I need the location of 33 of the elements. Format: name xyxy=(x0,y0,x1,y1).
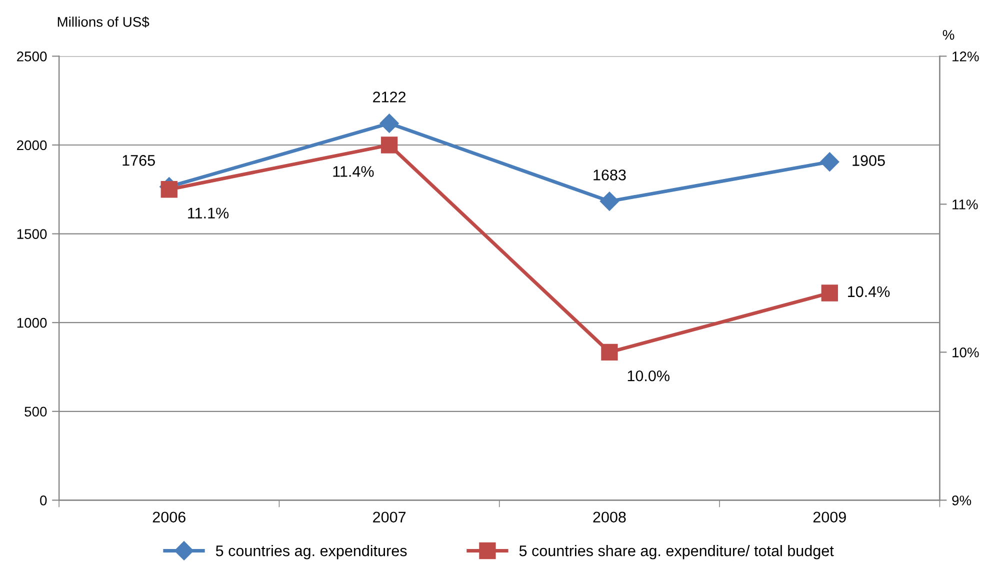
x-tick-label: 2009 xyxy=(813,512,846,523)
point xyxy=(600,192,619,211)
y-tick-label: 0 xyxy=(40,496,47,506)
y2-tick-label: 12% xyxy=(952,52,979,62)
data-label: 1765 xyxy=(122,155,155,166)
data-label: 11.4% xyxy=(333,166,374,177)
y2-tick-label: 11% xyxy=(952,200,978,210)
data-label: 10.0% xyxy=(628,370,670,382)
legend-label: 5 countries ag. expenditures xyxy=(216,545,407,560)
data-label: 11.1% xyxy=(188,208,229,218)
point xyxy=(601,344,618,361)
y-tick-label: 500 xyxy=(24,406,47,417)
x-tick-label: 2008 xyxy=(593,512,626,523)
point xyxy=(380,136,398,154)
data-label: 1905 xyxy=(852,155,885,166)
data-label: 1683 xyxy=(594,170,626,180)
y2-axis-title: % xyxy=(942,30,954,40)
data-label: 2122 xyxy=(373,92,406,102)
y-tick-label: 1500 xyxy=(17,229,47,239)
y-axis-title: Millions of US$ xyxy=(58,16,150,28)
y-tick-label: 2500 xyxy=(17,52,47,62)
y2-tick-label: 10% xyxy=(952,348,979,358)
y2-tick-label: 9% xyxy=(952,496,972,506)
y-tick-label: 1000 xyxy=(17,318,47,328)
legend-label: 5 countries share ag. expenditure/ total budget xyxy=(519,545,834,560)
x-tick-label: 2007 xyxy=(373,512,406,523)
point xyxy=(821,284,838,302)
point xyxy=(380,114,399,133)
point xyxy=(820,152,840,172)
data-label: 10.4% xyxy=(848,286,890,298)
y-tick-label: 2000 xyxy=(17,140,47,150)
point xyxy=(160,181,178,198)
x-tick-label: 2006 xyxy=(152,512,186,523)
